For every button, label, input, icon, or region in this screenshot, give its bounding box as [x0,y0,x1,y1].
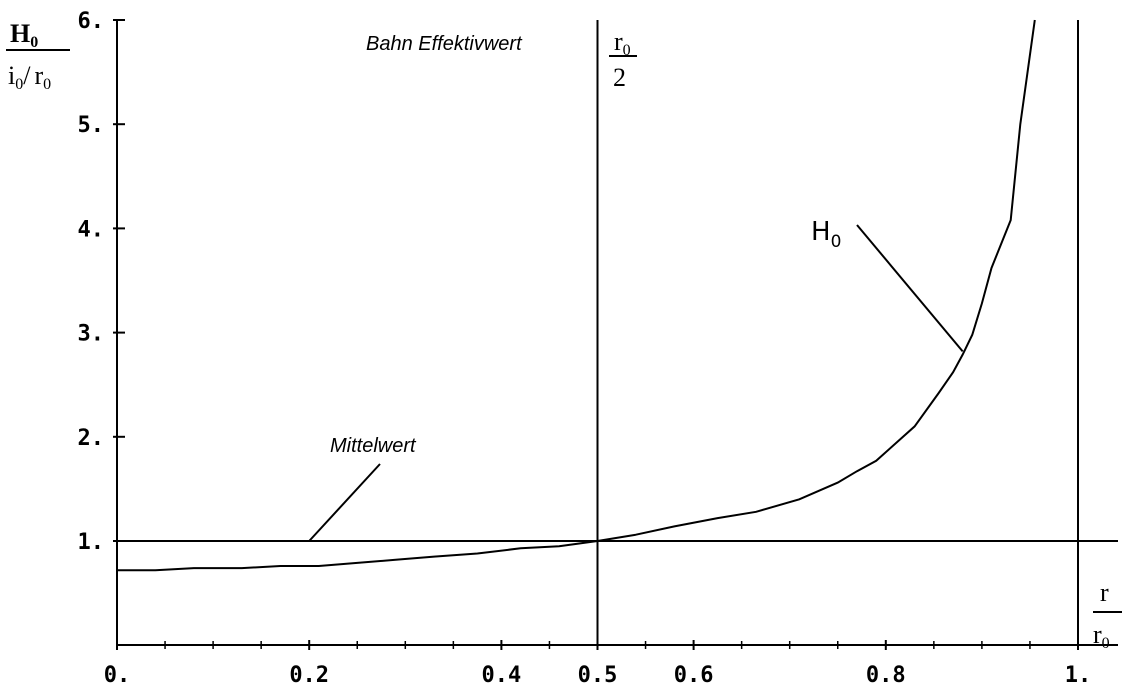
svg-text:i0/r0: i0/r0 [8,61,51,93]
y-tick-label: 1. [78,530,105,555]
y-tick-label: 4. [78,217,105,242]
svg-text:r: r [1100,578,1109,607]
x-tick-label: 0.6 [674,663,714,688]
half-radius-label: r0 2 [609,27,637,92]
y-tick-label: 2. [78,426,105,451]
h0-curve-pointer [856,224,964,352]
mittelwert-label: Mittelwert [330,435,417,457]
svg-text:H0: H0 [10,19,38,51]
series-layer [117,19,1036,572]
x-tick-label: 0.8 [866,663,906,688]
x-ticks: 0. 0.2 0.4 0.5 0.6 0.8 1. [104,640,1092,688]
y-tick-label: 6. [78,9,105,34]
svg-text:r0: r0 [614,27,631,59]
x-tick-label: 0.5 [578,663,618,688]
reference-lines [117,20,1118,645]
mittelwert-pointer [308,463,381,542]
x-tick-label: 0. [104,663,131,688]
x-axis-label: r r0 [1093,578,1122,652]
h0-curve-label: H0 [811,217,841,252]
y-tick-label: 5. [78,113,105,138]
y-tick-label: 3. [78,322,105,347]
series-line-h0 [117,19,1036,572]
bahn-effektivwert-label: Bahn Effektivwert [366,33,523,55]
x-tick-label: 0.4 [482,663,522,688]
svg-text:2: 2 [613,63,626,92]
y-ticks: 1. 2. 3. 4. 5. 6. [78,9,125,555]
svg-text:r0: r0 [1093,620,1110,652]
x-tick-label: 0.2 [289,663,329,688]
y-axis-label: H0 i0/r0 [6,19,70,93]
x-tick-label: 1. [1065,663,1092,688]
